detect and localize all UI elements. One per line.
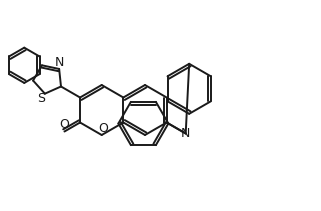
- Text: O: O: [98, 122, 108, 134]
- Text: N: N: [55, 57, 64, 69]
- Text: O: O: [59, 118, 69, 131]
- Text: S: S: [37, 92, 45, 105]
- Text: N: N: [181, 127, 190, 140]
